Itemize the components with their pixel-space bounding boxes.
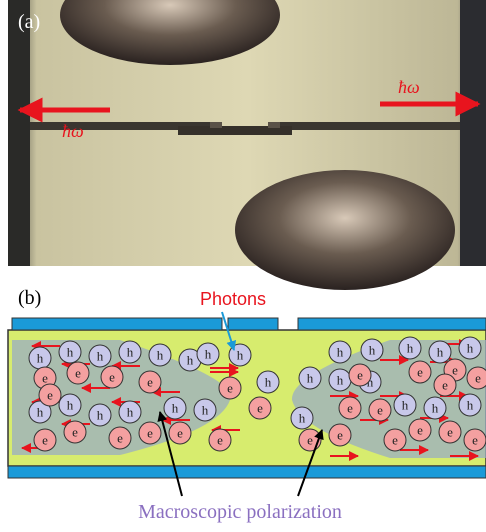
electron-label: e — [472, 433, 478, 448]
electron-label: e — [347, 401, 353, 416]
hole-label: h — [402, 398, 409, 413]
hole-label: h — [299, 411, 306, 426]
hole-label: h — [467, 398, 474, 413]
hole-label: h — [202, 403, 209, 418]
photons-label: Photons — [200, 289, 266, 309]
hole-label: h — [172, 401, 179, 416]
electron-label: e — [147, 426, 153, 441]
hole-label: h — [369, 343, 376, 358]
hole-label: h — [67, 398, 74, 413]
polarization-label: Macroscopic polarization — [138, 501, 342, 523]
electron-label: e — [392, 433, 398, 448]
electron-label: e — [452, 363, 458, 378]
hole-label: h — [337, 345, 344, 360]
electron-label: e — [117, 431, 123, 446]
electron-label: e — [377, 403, 383, 418]
hole-label: h — [37, 405, 44, 420]
electron-label: e — [147, 375, 153, 390]
electron-label: e — [442, 378, 448, 393]
hole-label: h — [432, 401, 439, 416]
electron-label: e — [47, 388, 53, 403]
electron-label: e — [217, 433, 223, 448]
electron-label: e — [72, 425, 78, 440]
electron-label: e — [257, 401, 263, 416]
hole-label: h — [337, 373, 344, 388]
hole-label: h — [37, 351, 44, 366]
electron-label: e — [337, 428, 343, 443]
electron-label: e — [447, 425, 453, 440]
hole-label: h — [67, 345, 74, 360]
hole-label: h — [205, 347, 212, 362]
electron-label: e — [109, 370, 115, 385]
hole-label: h — [97, 408, 104, 423]
hole-label: h — [157, 348, 164, 363]
electron-label: e — [227, 381, 233, 396]
hole-label: h — [187, 353, 194, 368]
electron-label: e — [417, 423, 423, 438]
panel-label: (b) — [18, 287, 41, 309]
photon-label: ħω — [398, 77, 420, 97]
electron-label: e — [177, 426, 183, 441]
hole-label: h — [265, 375, 272, 390]
electron-label: e — [75, 366, 81, 381]
electron-label: e — [307, 433, 313, 448]
electron-label: e — [357, 368, 363, 383]
figure: (a) ħω ħω (b) Photons hhhhhhhhhhhhhhhhhh… — [0, 0, 486, 532]
photo — [8, 0, 486, 290]
hole-label: h — [437, 345, 444, 360]
electron-label: e — [417, 365, 423, 380]
hole-label: h — [97, 349, 104, 364]
hole-label: h — [467, 341, 474, 356]
hole-label: h — [127, 345, 134, 360]
photon-label: ħω — [62, 121, 84, 141]
electron-label: e — [42, 433, 48, 448]
panel-label: (a) — [18, 11, 40, 33]
electron-label: e — [42, 371, 48, 386]
hole-label: h — [237, 348, 244, 363]
hole-label: h — [307, 371, 314, 386]
hole-label: h — [127, 405, 134, 420]
hole-label: h — [407, 341, 414, 356]
electron-label: e — [475, 371, 481, 386]
